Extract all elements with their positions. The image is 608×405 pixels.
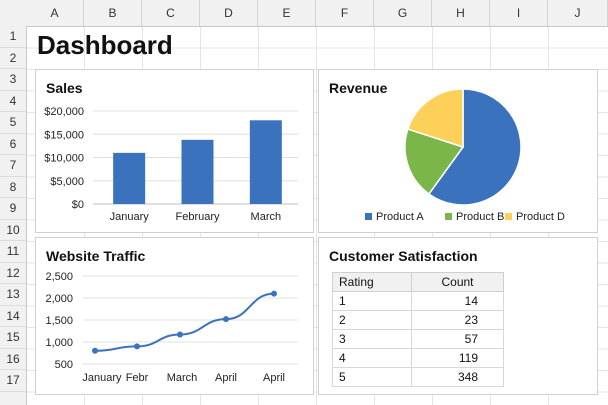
legend-label: Product D [516,211,565,223]
sales-title: Sales [46,80,83,96]
row-header-3[interactable]: 3 [0,69,26,91]
row-header-10[interactable]: 10 [0,220,26,241]
column-header-h[interactable]: H [432,0,490,26]
y-tick-label: $5,000 [50,176,84,188]
traffic-title: Website Traffic [46,248,146,264]
traffic-panel[interactable]: Website Traffic 500 1,000 1,500 2,000 2,500 J… [35,237,314,395]
column-header-i[interactable]: I [490,0,548,26]
legend-swatch [445,213,452,220]
legend-swatch [365,213,372,220]
satisfaction-table: Rating Count 1 14 2 23 3 57 4 119 5 348 [332,272,504,387]
y-tick-label: $0 [72,199,84,211]
x-tick-label: March [167,372,198,384]
y-tick-label: $20,000 [44,106,84,118]
y-tick-label: 2,500 [45,271,73,283]
legend-swatch [505,213,512,220]
row-header-5[interactable]: 5 [0,112,26,134]
table-header-row: Rating Count [332,272,504,292]
row-header-14[interactable]: 14 [0,306,26,327]
count-cell: 119 [411,348,504,368]
revenue-panel[interactable]: Revenue Product A Product B Product D [318,69,598,233]
row-header-15[interactable]: 15 [0,327,26,349]
satisfaction-title: Customer Satisfaction [329,248,478,264]
row-header-6[interactable]: 6 [0,134,26,155]
column-header-a[interactable]: A [26,0,84,26]
row-header-8[interactable]: 8 [0,177,26,198]
table-row[interactable]: 5 348 [332,367,504,387]
sales-chart: $0 $5,000 $10,000 $15,000 $20,000 January Febr… [44,106,298,223]
sales-panel[interactable]: Sales $0 $5,000 $10,000 $15,000 $20,000 Janua… [35,69,314,233]
count-cell: 23 [411,310,504,330]
rating-header: Rating [332,272,412,292]
rating-cell: 1 [332,291,412,311]
data-point [134,343,140,350]
x-tick-label: April [215,372,237,384]
y-tick-label: $15,000 [44,129,84,141]
column-header-f[interactable]: F [316,0,374,26]
column-header-c[interactable]: C [142,0,200,26]
y-tick-label: 2,000 [45,293,73,305]
revenue-chart: Product A Product B Product D [365,88,565,223]
dashboard-title: Dashboard [37,30,173,60]
count-cell: 57 [411,329,504,349]
legend-label: Product B [456,211,504,223]
x-tick-label: March [251,211,282,223]
pie-slice-product-d [406,88,464,149]
x-tick-label: January [110,211,150,223]
row-header-13[interactable]: 13 [0,284,26,306]
rating-cell: 2 [332,310,412,330]
y-tick-label: 1,000 [45,337,73,349]
column-header-b[interactable]: B [84,0,142,26]
rating-cell: 4 [332,348,412,368]
table-row[interactable]: 2 23 [332,310,504,330]
row-headers: 1 2 3 4 5 6 7 8 9 10 11 12 13 14 15 16 17 [0,26,27,405]
y-tick-label: 1,500 [45,315,73,327]
row-header-9[interactable]: 9 [0,198,26,220]
row-header-7[interactable]: 7 [0,155,26,177]
revenue-title: Revenue [329,80,388,96]
column-header-j[interactable]: J [548,0,608,26]
count-cell: 14 [411,291,504,311]
row-header-17[interactable]: 17 [0,370,26,392]
x-tick-label: January [82,372,122,384]
row-header-16[interactable]: 16 [0,349,26,370]
row-header-12[interactable]: 12 [0,263,26,284]
column-header-g[interactable]: G [374,0,432,26]
x-tick-label: April [263,372,285,384]
table-row[interactable]: 1 14 [332,291,504,311]
satisfaction-panel[interactable]: Customer Satisfaction Rating Count 1 14 2… [318,237,598,395]
legend-label: Product A [376,211,424,223]
count-header: Count [411,272,504,292]
x-tick-label: February [175,211,220,223]
column-header-e[interactable]: E [258,0,316,26]
column-header-d[interactable]: D [200,0,258,26]
table-row[interactable]: 3 57 [332,329,504,349]
data-point [92,347,98,354]
data-point [223,316,229,323]
rating-cell: 3 [332,329,412,349]
bar-march [249,120,282,204]
rating-cell: 5 [332,367,412,387]
count-cell: 348 [411,367,504,387]
row-header-1[interactable]: 1 [0,26,26,48]
data-point [177,331,183,338]
row-header-2[interactable]: 2 [0,48,26,69]
data-point [271,290,277,297]
pie-slice-product-b [404,128,465,195]
x-tick-label: Febr [126,372,149,384]
y-tick-label: $10,000 [44,153,84,165]
row-header-4[interactable]: 4 [0,91,26,112]
bar-february [181,139,214,204]
row-header-11[interactable]: 11 [0,241,26,263]
table-row[interactable]: 4 119 [332,348,504,368]
pie-slice-product-a [427,88,522,206]
bar-january [113,152,146,204]
y-tick-label: 500 [55,359,73,371]
traffic-chart: 500 1,000 1,500 2,000 2,500 January Febr March A… [45,271,298,384]
